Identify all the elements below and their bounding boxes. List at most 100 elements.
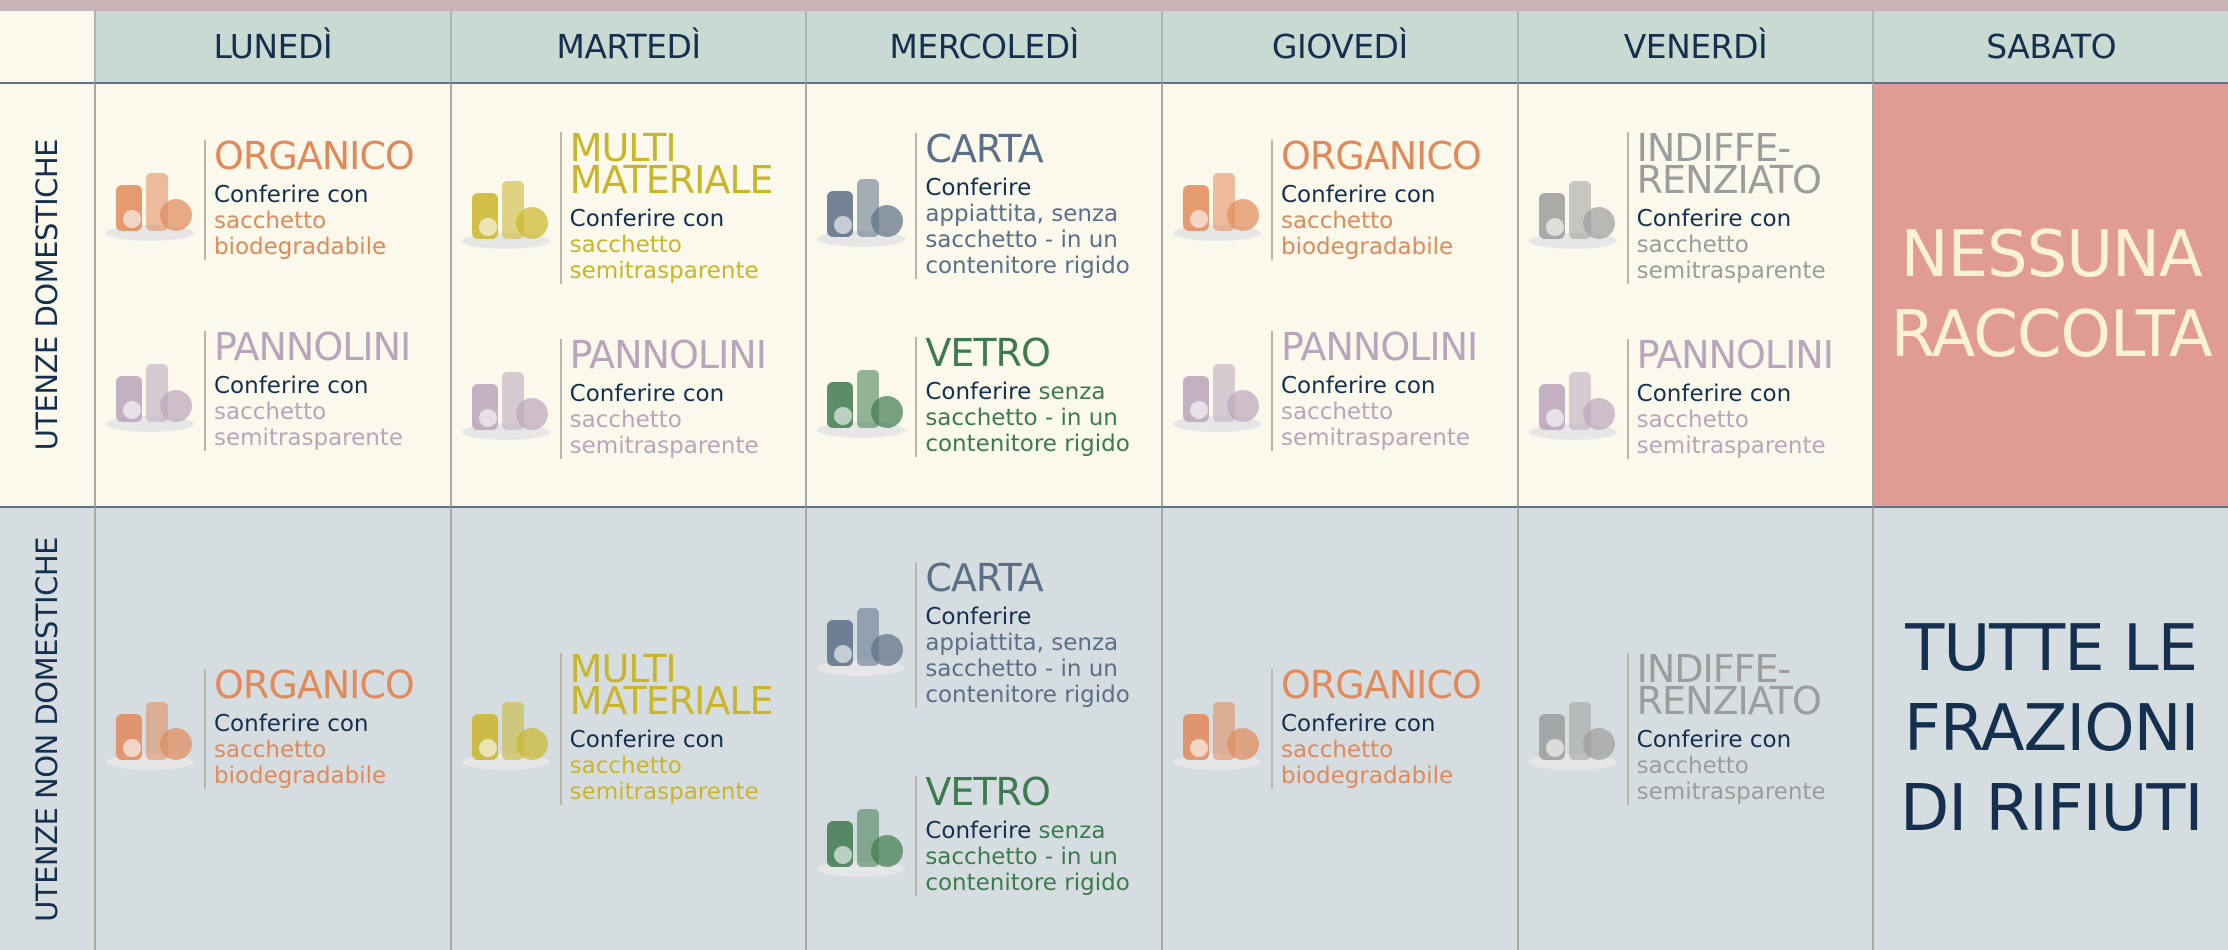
row-label-cell: UTENZE NON DOMESTICHE xyxy=(0,506,94,950)
waste-item: CARTA Conferire appiattita, senza sacchet… xyxy=(807,130,1161,279)
waste-name: ORGANICO xyxy=(1280,663,1482,707)
instruction: Conferire con xyxy=(1636,380,1792,407)
instruction-detail: sacchetto semitrasparente xyxy=(569,753,759,805)
item-text: INDIFFE- RENZIATO Conferire con sacchetto… xyxy=(1626,650,1857,805)
day-cell: ORGANICO Conferire con sacchetto biodegra… xyxy=(94,82,450,506)
waste-item: ORGANICO Conferire con sacchetto biodegra… xyxy=(96,663,450,789)
instructions: Conferire appiattita, senza sacchetto - … xyxy=(925,175,1145,279)
waste-icon xyxy=(817,608,906,676)
waste-icon xyxy=(1528,180,1617,249)
waste-name: PANNOLINI xyxy=(1636,332,1834,377)
waste-icon xyxy=(817,370,906,438)
waste-item: PANNOLINI Conferire con sacchetto semitra… xyxy=(1519,332,1873,459)
item-text: PANNOLINI Conferire con sacchetto semitra… xyxy=(559,336,790,459)
instructions: Conferire senza sacchetto - in un conten… xyxy=(925,818,1145,896)
saturday-cell: TUTTE LE FRAZIONI DI RIFIUTI xyxy=(1872,506,2228,950)
waste-name: CARTA xyxy=(925,556,1043,600)
instruction-detail: sacchetto biodegradabile xyxy=(1280,207,1454,260)
waste-item: PANNOLINI Conferire con sacchetto semitra… xyxy=(1163,324,1517,451)
instruction-detail: appiattita, senza sacchetto - in un cont… xyxy=(925,201,1130,279)
instructions: Conferire con sacchetto semitrasparente xyxy=(1637,206,1857,284)
day-cell: ORGANICO Conferire con sacchetto biodegra… xyxy=(94,506,450,950)
icon-box xyxy=(807,590,915,680)
instructions: Conferire appiattita, senza sacchetto - … xyxy=(925,604,1145,708)
waste-item: INDIFFE- RENZIATO Conferire con sacchetto… xyxy=(1519,129,1873,284)
instruction: Conferire con xyxy=(569,727,725,753)
day-header: SABATO xyxy=(1872,11,2228,82)
waste-name: ORGANICO xyxy=(1280,133,1482,178)
waste-icon xyxy=(461,180,550,249)
waste-icon xyxy=(1172,172,1261,241)
waste-item: INDIFFE- RENZIATO Conferire con sacchetto… xyxy=(1519,650,1873,805)
waste-item: ORGANICO Conferire con sacchetto biodegra… xyxy=(1163,663,1517,789)
instruction-detail: sacchetto semitrasparente xyxy=(1636,406,1826,459)
item-text: MULTI MATERIALE Conferire con sacchetto s… xyxy=(559,129,790,284)
instruction-detail: sacchetto biodegradabile xyxy=(1280,737,1454,789)
item-text: INDIFFE- RENZIATO Conferire con sacchetto… xyxy=(1626,129,1857,284)
instructions: Conferire con sacchetto biodegradabile xyxy=(1281,711,1501,789)
waste-item: CARTA Conferire appiattita, senza sacchet… xyxy=(807,556,1161,708)
waste-icon xyxy=(1172,702,1261,770)
waste-item: ORGANICO Conferire con sacchetto biodegra… xyxy=(1163,133,1517,260)
schedule-table: LUNEDÌ MARTEDÌ MERCOLEDÌ GIOVEDÌ VENERDÌ SABA… xyxy=(0,11,2228,950)
instructions: Conferire con sacchetto semitrasparente xyxy=(1637,381,1857,459)
day-cell: MULTI MATERIALE Conferire con sacchetto s… xyxy=(449,506,806,950)
instruction: Conferire xyxy=(925,604,1032,630)
waste-icon xyxy=(1528,702,1617,770)
day-cell: INDIFFE- RENZIATO Conferire con sacchetto… xyxy=(1516,82,1873,506)
day-cell: CARTA Conferire appiattita, senza sacchet… xyxy=(805,82,1161,506)
icon-box xyxy=(807,161,915,251)
item-text: VETRO Conferire senza sacchetto - in un c… xyxy=(915,331,1145,457)
instruction-detail: sacchetto semitrasparente xyxy=(569,231,759,284)
instruction: Conferire xyxy=(925,175,1032,201)
icon-box xyxy=(1519,163,1627,253)
waste-item: VETRO Conferire senza sacchetto - in un c… xyxy=(807,770,1161,896)
waste-icon xyxy=(817,809,906,877)
waste-name: ORGANICO xyxy=(214,663,415,707)
waste-name: VETRO xyxy=(925,331,1051,375)
icon-box xyxy=(96,346,204,436)
row-label: UTENZE NON DOMESTICHE xyxy=(30,536,64,922)
saturday-cell: NESSUNA RACCOLTA xyxy=(1872,82,2228,506)
instruction: Conferire xyxy=(925,379,1032,405)
instruction-detail: appiattita, senza sacchetto - in un cont… xyxy=(925,630,1130,708)
instruction: Conferire con xyxy=(214,181,369,208)
corner-cell xyxy=(0,11,94,82)
instructions: Conferire con sacchetto semitrasparente xyxy=(214,373,434,451)
day-header: LUNEDÌ xyxy=(94,11,450,82)
waste-item: MULTI MATERIALE Conferire con sacchetto s… xyxy=(452,647,806,805)
instructions: Conferire con sacchetto biodegradabile xyxy=(214,711,434,789)
instruction-detail: sacchetto semitrasparente xyxy=(1636,753,1826,805)
day-header: VENERDÌ xyxy=(1516,11,1873,82)
instruction-detail: senza sacchetto - in un contenitore rigi… xyxy=(925,379,1130,457)
item-text: CARTA Conferire appiattita, senza sacchet… xyxy=(915,556,1145,708)
waste-item: PANNOLINI Conferire con sacchetto semitra… xyxy=(96,328,450,451)
waste-name: VETRO xyxy=(925,770,1051,814)
instruction: Conferire con xyxy=(214,372,369,399)
item-text: PANNOLINI Conferire con sacchetto semitra… xyxy=(1626,332,1857,459)
instruction: Conferire con xyxy=(569,205,725,232)
instruction: Conferire con xyxy=(1636,727,1792,753)
waste-name: MULTI MATERIALE xyxy=(569,647,774,723)
day-cell: CARTA Conferire appiattita, senza sacchet… xyxy=(805,506,1161,950)
instruction-detail: senza sacchetto - in un contenitore rigi… xyxy=(925,818,1130,896)
day-cell: ORGANICO Conferire con sacchetto biodegra… xyxy=(1160,506,1517,950)
icon-box xyxy=(96,155,204,245)
waste-icon xyxy=(461,702,550,770)
row-label: UTENZE DOMESTICHE xyxy=(30,139,64,451)
icon-box xyxy=(1163,346,1271,436)
day-header: MARTEDÌ xyxy=(449,11,806,82)
waste-name: ORGANICO xyxy=(214,133,415,178)
waste-item: VETRO Conferire senza sacchetto - in un c… xyxy=(807,331,1161,457)
item-text: VETRO Conferire senza sacchetto - in un c… xyxy=(915,770,1145,896)
waste-item: PANNOLINI Conferire con sacchetto semitra… xyxy=(452,336,806,459)
day-cell: MULTI MATERIALE Conferire con sacchetto s… xyxy=(449,82,806,506)
instructions: Conferire senza sacchetto - in un conten… xyxy=(925,379,1145,457)
instruction-detail: sacchetto semitrasparente xyxy=(214,398,404,451)
icon-box xyxy=(452,354,560,444)
icon-box xyxy=(1519,684,1627,774)
instruction: Conferire con xyxy=(569,380,725,407)
instruction: Conferire con xyxy=(1280,711,1436,737)
waste-name: PANNOLINI xyxy=(1280,324,1478,369)
